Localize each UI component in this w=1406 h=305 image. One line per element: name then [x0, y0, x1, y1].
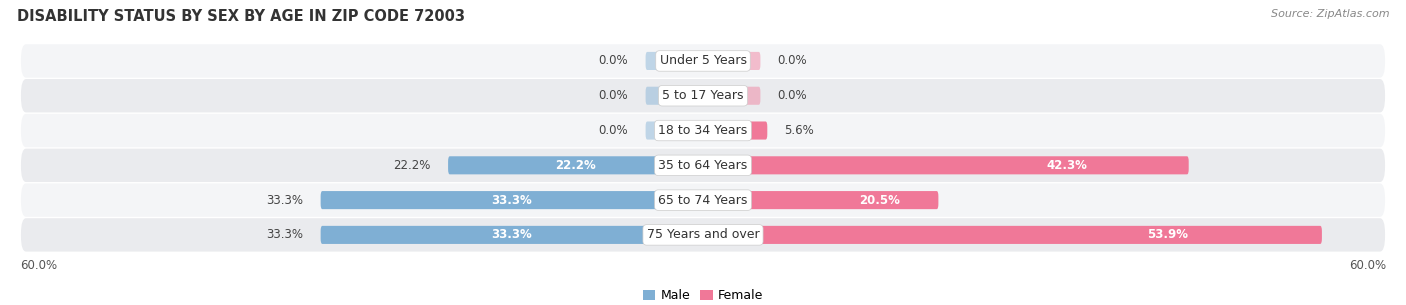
- FancyBboxPatch shape: [645, 87, 703, 105]
- Text: 0.0%: 0.0%: [599, 55, 628, 67]
- Text: 20.5%: 20.5%: [859, 194, 900, 206]
- Text: 53.9%: 53.9%: [1147, 228, 1188, 241]
- Text: 0.0%: 0.0%: [599, 124, 628, 137]
- Text: 0.0%: 0.0%: [778, 55, 807, 67]
- FancyBboxPatch shape: [21, 149, 1385, 182]
- Text: 33.3%: 33.3%: [492, 194, 533, 206]
- FancyBboxPatch shape: [449, 156, 703, 174]
- Text: DISABILITY STATUS BY SEX BY AGE IN ZIP CODE 72003: DISABILITY STATUS BY SEX BY AGE IN ZIP C…: [17, 9, 465, 24]
- Text: 60.0%: 60.0%: [20, 259, 56, 271]
- Text: 33.3%: 33.3%: [492, 228, 533, 241]
- FancyBboxPatch shape: [703, 156, 1188, 174]
- Text: 33.3%: 33.3%: [266, 228, 304, 241]
- FancyBboxPatch shape: [321, 226, 703, 244]
- Text: 0.0%: 0.0%: [599, 89, 628, 102]
- Text: 75 Years and over: 75 Years and over: [647, 228, 759, 241]
- FancyBboxPatch shape: [703, 191, 938, 209]
- FancyBboxPatch shape: [703, 52, 761, 70]
- Text: 22.2%: 22.2%: [555, 159, 596, 172]
- FancyBboxPatch shape: [321, 191, 703, 209]
- FancyBboxPatch shape: [645, 52, 703, 70]
- FancyBboxPatch shape: [703, 226, 1322, 244]
- FancyBboxPatch shape: [21, 218, 1385, 252]
- FancyBboxPatch shape: [21, 114, 1385, 147]
- Text: 33.3%: 33.3%: [266, 194, 304, 206]
- FancyBboxPatch shape: [703, 121, 768, 140]
- Text: 35 to 64 Years: 35 to 64 Years: [658, 159, 748, 172]
- Legend: Male, Female: Male, Female: [643, 289, 763, 302]
- Text: 18 to 34 Years: 18 to 34 Years: [658, 124, 748, 137]
- FancyBboxPatch shape: [703, 87, 761, 105]
- Text: 42.3%: 42.3%: [1047, 159, 1088, 172]
- FancyBboxPatch shape: [645, 121, 703, 140]
- FancyBboxPatch shape: [21, 79, 1385, 113]
- Text: 22.2%: 22.2%: [394, 159, 430, 172]
- Text: 65 to 74 Years: 65 to 74 Years: [658, 194, 748, 206]
- Text: Under 5 Years: Under 5 Years: [659, 55, 747, 67]
- Text: 5 to 17 Years: 5 to 17 Years: [662, 89, 744, 102]
- Text: Source: ZipAtlas.com: Source: ZipAtlas.com: [1271, 9, 1389, 19]
- Text: 60.0%: 60.0%: [1350, 259, 1386, 271]
- FancyBboxPatch shape: [21, 44, 1385, 78]
- Text: 5.6%: 5.6%: [785, 124, 814, 137]
- FancyBboxPatch shape: [21, 183, 1385, 217]
- Text: 0.0%: 0.0%: [778, 89, 807, 102]
